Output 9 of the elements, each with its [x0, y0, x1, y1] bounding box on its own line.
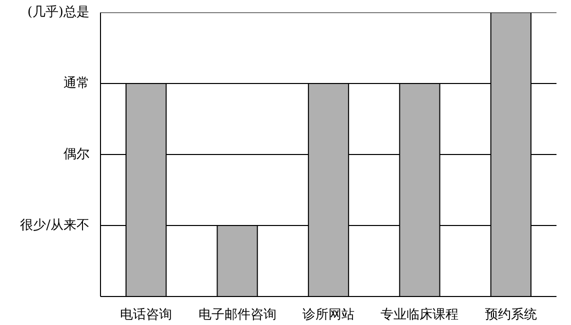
ref-line-label: (几乎)总是 [27, 5, 90, 20]
x-tick-label: 专业临床课程 [380, 308, 459, 322]
ref-line-label: 偶尔 [64, 147, 90, 162]
x-tick-label: 诊所网站 [302, 308, 354, 322]
x-tick-label: 预约系统 [484, 308, 537, 322]
x-tick-label: 电话咨询 [120, 308, 172, 322]
x-tick-label: 电子邮件咨询 [198, 308, 276, 322]
ref-line-label: 很少/从来不 [20, 218, 90, 233]
ref-line-label: 通常 [64, 76, 90, 91]
